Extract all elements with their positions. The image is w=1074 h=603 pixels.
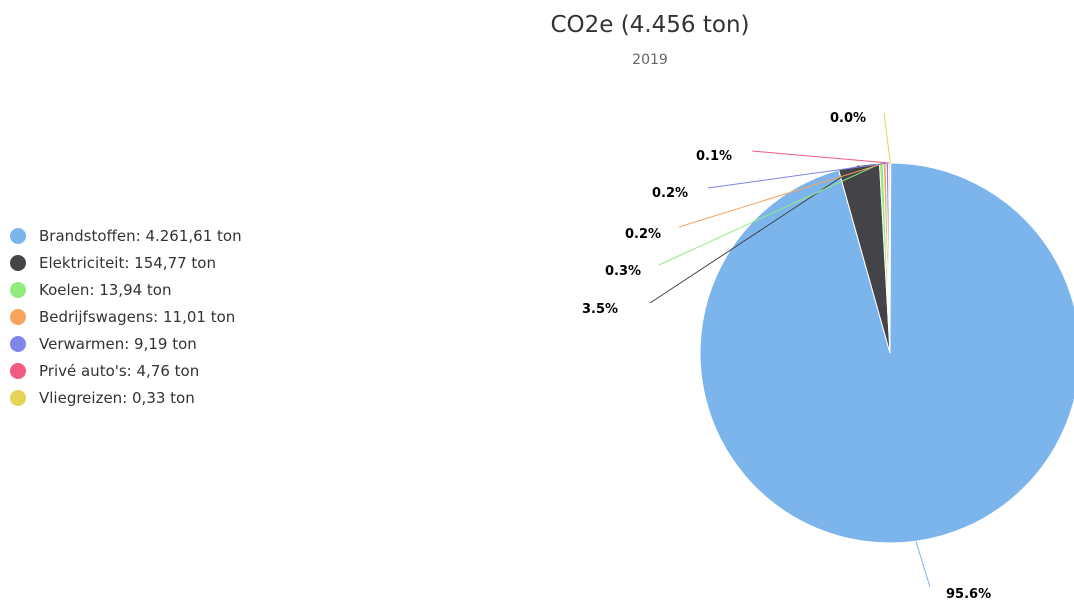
legend-item-bedrijfswagens[interactable]: Bedrijfswagens: 11,01 ton [10,303,242,330]
legend-swatch-icon [10,308,26,325]
legend-label: Privé auto's: 4,76 ton [39,361,200,380]
legend-item-koelen[interactable]: Koelen: 13,94 ton [10,276,242,303]
legend-item-brandstoffen[interactable]: Brandstoffen: 4.261,61 ton [10,222,242,249]
legend-swatch-icon [10,254,26,271]
legend-label: Vliegreizen: 0,33 ton [39,388,195,407]
slice-connector-line [707,162,888,189]
legend-label: Brandstoffen: 4.261,61 ton [39,226,242,245]
slice-percent-label: 95.6% [946,587,991,602]
legend-label: Verwarmen: 9,19 ton [39,334,197,353]
legend-swatch-icon [10,227,26,244]
slice-percent-label: 0.1% [696,149,732,164]
legend-item-elektriciteit[interactable]: Elektriciteit: 154,77 ton [10,249,242,276]
legend-swatch-icon [10,389,26,406]
legend-swatch-icon [10,362,26,379]
slice-percent-label: 0.2% [652,186,688,201]
legend-label: Bedrijfswagens: 11,01 ton [39,307,236,326]
legend-swatch-icon [10,335,26,352]
legend-item-vliegreizen[interactable]: Vliegreizen: 0,33 ton [10,384,242,411]
slice-percent-label: 0.3% [605,264,641,279]
slice-connector-line [649,165,860,304]
legend-swatch-icon [10,281,26,298]
slice-connector-line [883,112,891,164]
chart-title: CO2e (4.456 ton) [550,12,750,38]
chart-subtitle: 2019 [632,52,668,68]
slice-connector-line [915,541,931,588]
slice-connector-line [751,150,890,164]
chart-legend: Brandstoffen: 4.261,61 ton Elektriciteit… [10,222,242,411]
slice-percent-label: 0.2% [625,227,661,242]
slice-connector-line [678,162,885,228]
legend-item-verwarmen[interactable]: Verwarmen: 9,19 ton [10,330,242,357]
legend-label: Koelen: 13,94 ton [39,280,172,299]
legend-item-prive-autos[interactable]: Privé auto's: 4,76 ton [10,357,242,384]
slice-percent-label: 3.5% [582,302,618,317]
slice-percent-label: 0.0% [830,111,866,126]
legend-label: Elektriciteit: 154,77 ton [39,253,216,272]
slice-connector-line [658,162,882,266]
